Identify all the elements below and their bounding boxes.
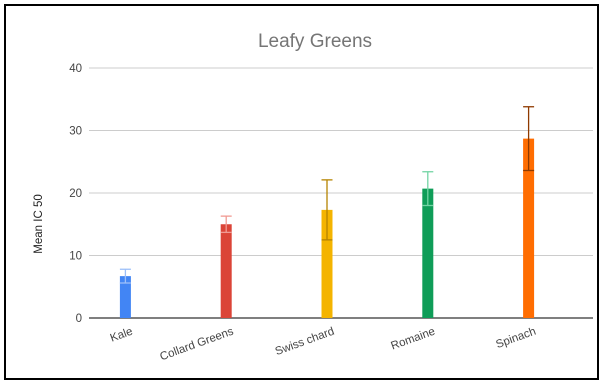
- error-bar-romaine: [422, 171, 434, 207]
- error-bar-swiss-chard: [321, 179, 333, 241]
- x-tick-label: Collard Greens: [158, 325, 235, 363]
- bar-swiss-chard: [321, 209, 333, 318]
- bars: [119, 138, 535, 318]
- bar-spinach: [523, 138, 535, 318]
- y-tick-label: 40: [69, 63, 82, 75]
- bar-kale: [119, 276, 131, 318]
- x-tick-label: Romaine: [389, 326, 436, 353]
- error-bar-collard-greens: [220, 215, 232, 234]
- bar-chart: Leafy Greens 0 10 20 30 40 Mean IC 50 Kale Co…: [33, 31, 593, 363]
- x-tick-label: Spinach: [494, 326, 537, 351]
- bar-romaine: [422, 188, 434, 318]
- y-tick-label: 30: [69, 126, 82, 138]
- x-axis-ticks: Kale Collard Greens Swiss chard Romaine Spin…: [109, 325, 538, 363]
- bar-collard-greens: [220, 224, 232, 318]
- x-tick-label: Swiss chard: [274, 326, 336, 358]
- y-tick-label: 20: [69, 188, 82, 200]
- y-tick-label: 10: [69, 251, 82, 263]
- chart-frame: Leafy Greens 0 10 20 30 40 Mean IC 50 Kale Co…: [4, 4, 599, 380]
- y-axis-label: Mean IC 50: [33, 194, 45, 253]
- error-bars: [119, 106, 535, 284]
- gridlines: [89, 67, 593, 319]
- y-tick-label: 0: [76, 313, 82, 325]
- y-axis-ticks: 0 10 20 30 40: [69, 63, 82, 325]
- error-bar-kale: [119, 268, 131, 284]
- chart-title: Leafy Greens: [258, 31, 372, 52]
- x-tick-label: Kale: [109, 326, 135, 345]
- error-bar-spinach: [523, 106, 535, 172]
